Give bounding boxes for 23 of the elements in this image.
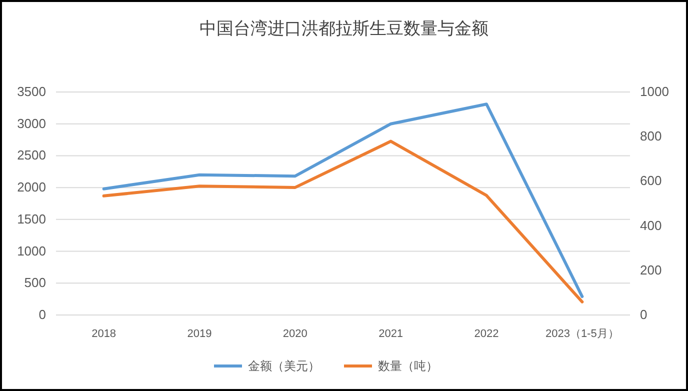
x-tick-label: 2020 [282, 328, 308, 340]
x-tick-label: 2018 [92, 328, 116, 340]
x-tick-label: 2021 [378, 328, 404, 340]
y-tick-label: 2500 [17, 148, 46, 163]
x-tick-label: 2022 [474, 328, 499, 340]
y-tick-label: 3500 [17, 84, 46, 99]
y2-tick-label: 200 [640, 262, 662, 278]
y2-tick-label: 0 [640, 307, 648, 322]
y2-tick-label: 600 [640, 173, 662, 188]
y-tick-label: 3000 [17, 116, 46, 131]
y-tick-label: 2000 [17, 180, 46, 195]
legend-label: 金额（美元） [248, 359, 320, 373]
y2-tick-label: 800 [640, 128, 662, 144]
y2-tick-label: 1000 [640, 84, 669, 99]
y-tick-label: 0 [38, 307, 46, 322]
y-tick-label: 500 [24, 275, 46, 290]
y-tick-label: 1500 [17, 211, 46, 226]
x-tick-label: 2019 [187, 328, 212, 340]
x-tick-label: 2023（1-5月） [545, 328, 619, 340]
y-tick-label: 1000 [17, 243, 46, 258]
legend-label: 数量（吨） [378, 359, 438, 373]
y2-tick-label: 400 [640, 218, 662, 233]
title: 中国台湾进口洪都拉斯生豆数量与金额 [200, 19, 488, 38]
